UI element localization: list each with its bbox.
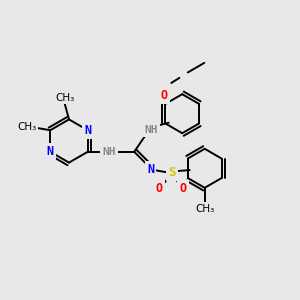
Text: CH₃: CH₃ (55, 93, 74, 103)
Text: N: N (84, 124, 91, 137)
Text: NH: NH (144, 125, 158, 135)
Text: O: O (155, 182, 163, 195)
Text: N: N (47, 145, 54, 158)
Text: N: N (147, 163, 154, 176)
Text: S: S (168, 166, 176, 179)
Text: CH₃: CH₃ (195, 204, 214, 214)
Text: O: O (179, 182, 187, 195)
Text: O: O (160, 89, 167, 102)
Text: NH: NH (102, 147, 116, 157)
Text: CH₃: CH₃ (17, 122, 37, 132)
